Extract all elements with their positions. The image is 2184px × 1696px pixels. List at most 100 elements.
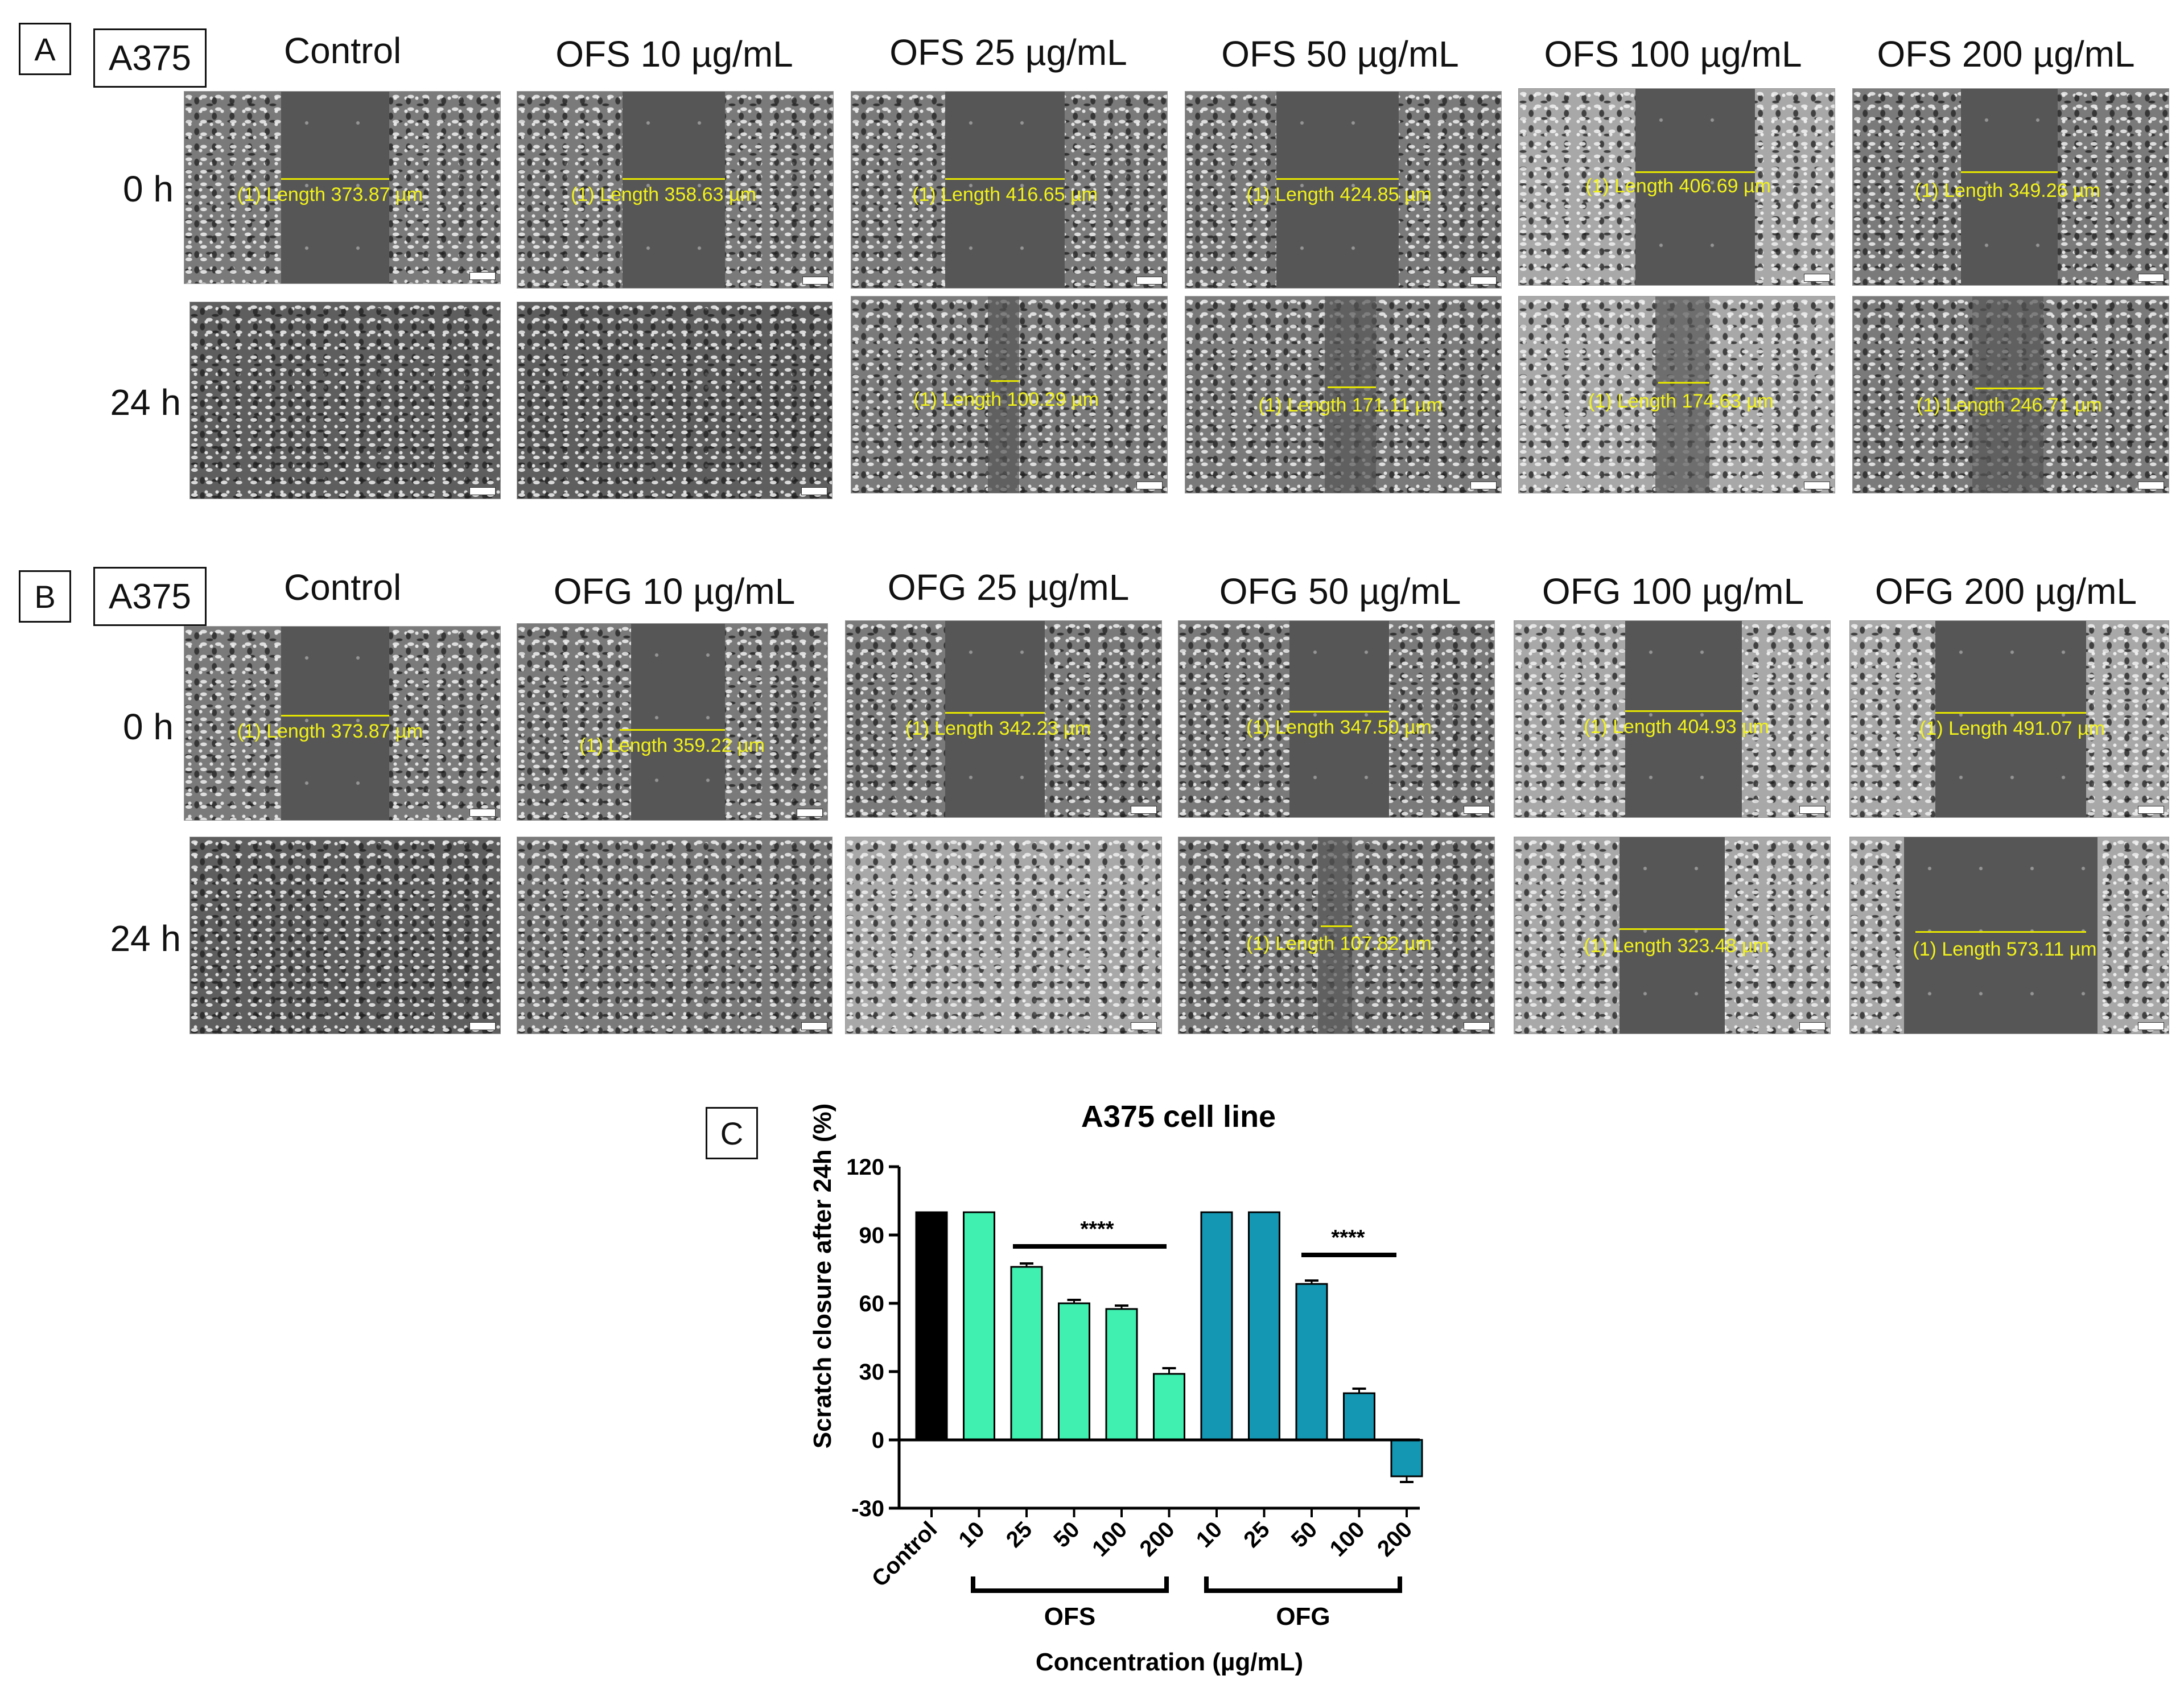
scale-bar <box>1470 277 1497 285</box>
x-tick-label: 200 <box>1373 1517 1417 1561</box>
panel-b-column-title: OFG 50 µg/mL <box>1219 571 1461 612</box>
scale-bar <box>1136 277 1163 285</box>
panel-b-row-label-24h: 24 h <box>110 918 181 959</box>
measurement-label: (1) Length 416.65 µm <box>912 184 1098 205</box>
bar-series <box>915 1211 1423 1483</box>
measurement-label: (1) Length 406.69 µm <box>1585 175 1771 197</box>
micrograph-b-0h-ofg200: (1) Length 491.07 µm <box>1849 620 2169 818</box>
bar <box>1105 1308 1138 1441</box>
scale-bar <box>1470 481 1497 489</box>
significance-stars-ofs: **** <box>1080 1217 1114 1241</box>
micrograph-b-24h-ofg200: (1) Length 573.11 µm <box>1849 837 2169 1034</box>
panel-b-column-title: OFG 25 µg/mL <box>887 567 1130 608</box>
measurement-label: (1) Length 491.07 µm <box>1919 718 2105 739</box>
measurement-label: (1) Length 424.85 µm <box>1246 184 1432 205</box>
measurement-label: (1) Length 323.48 µm <box>1584 935 1769 957</box>
panel-b-column-title: OFG 100 µg/mL <box>1542 571 1804 612</box>
scale-bar <box>2138 1022 2164 1030</box>
measurement-label: (1) Length 100.29 µm <box>913 389 1099 410</box>
panel-a-row-label-24h: 24 h <box>110 382 181 423</box>
panel-a-letter: A <box>19 23 71 75</box>
scale-bar <box>2138 806 2164 814</box>
micrograph-b-0h-control: (1) Length 373.87 µm <box>184 626 501 821</box>
measurement-label: (1) Length 171.11 µm <box>1258 394 1443 416</box>
panel-a-column-title: OFS 10 µg/mL <box>555 34 793 75</box>
measurement-label: (1) Length 347.50 µm <box>1246 717 1432 738</box>
micrograph-a-24h-ofs10 <box>517 302 833 499</box>
scale-bar <box>469 809 496 817</box>
micrograph-b-24h-ofg25 <box>845 837 1162 1034</box>
bar <box>1343 1392 1375 1441</box>
measurement-label: (1) Length 246.71 µm <box>1917 394 2102 416</box>
panel-c-letter: C <box>706 1107 758 1159</box>
micrograph-b-24h-ofg100: (1) Length 323.48 µm <box>1514 837 1831 1034</box>
significance-markers: **** **** <box>1013 1217 1396 1257</box>
x-tick-label: 10 <box>1192 1517 1227 1553</box>
micrograph-b-0h-ofg50: (1) Length 347.50 µm <box>1178 620 1495 818</box>
micrograph-b-24h-ofg10 <box>517 837 833 1034</box>
panel-b-row-label-0h: 0 h <box>123 706 174 747</box>
significance-stars-ofg: **** <box>1331 1226 1365 1250</box>
panel-b-column-title: OFG 200 µg/mL <box>1874 571 2137 612</box>
scale-bar <box>1136 481 1163 489</box>
scale-bar <box>2138 481 2164 489</box>
micrograph-b-0h-ofg25: (1) Length 342.23 µm <box>845 620 1162 818</box>
panel-a-column-title: Control <box>283 30 402 71</box>
y-tick-label: 120 <box>846 1155 884 1180</box>
panel-a-cell-line-label: A375 <box>93 28 207 88</box>
scale-bar <box>802 277 829 285</box>
panel-a-row-label-0h: 0 h <box>123 168 174 209</box>
measurement-label: (1) Length 107.82 µm <box>1246 933 1432 954</box>
scale-bar <box>1464 1022 1490 1030</box>
micrograph-a-24h-ofs100: (1) Length 174.63 µm <box>1518 296 1835 493</box>
scale-bar <box>1804 481 1830 489</box>
scale-bar <box>1799 806 1826 814</box>
chart-x-axis-label: Concentration (µg/mL) <box>1036 1648 1303 1676</box>
x-tick-label: 100 <box>1087 1517 1132 1561</box>
measurement-label: (1) Length 573.11 µm <box>1913 938 2097 960</box>
bar <box>963 1211 995 1441</box>
micrograph-b-24h-ofg50: (1) Length 107.82 µm <box>1178 837 1495 1034</box>
x-axis: Control 10 25 50 100 200 10 25 50 100 200 <box>867 1438 1420 1592</box>
chart-title: A375 cell line <box>1081 1100 1276 1134</box>
micrograph-a-0h-ofs100: (1) Length 406.69 µm <box>1518 88 1835 286</box>
scale-bar <box>1464 806 1490 814</box>
panel-a-column-title: OFS 100 µg/mL <box>1544 34 1802 75</box>
group-label-ofs: OFS <box>1044 1603 1095 1631</box>
bar <box>915 1211 948 1441</box>
y-tick-label: 60 <box>859 1291 885 1316</box>
x-tick-label: 25 <box>1239 1517 1275 1553</box>
micrograph-b-0h-ofg100: (1) Length 404.93 µm <box>1514 620 1831 818</box>
micrograph-a-0h-control: (1) Length 373.87 µm <box>184 91 501 284</box>
scale-bar <box>469 272 496 280</box>
scale-bar <box>797 809 823 817</box>
panel-a-column-title: OFS 200 µg/mL <box>1877 34 2135 75</box>
measurement-label: (1) Length 404.93 µm <box>1584 716 1769 738</box>
micrograph-a-24h-ofs25: (1) Length 100.29 µm <box>851 296 1168 493</box>
panel-a-column-title: OFS 50 µg/mL <box>1221 34 1459 75</box>
group-bracket-ofs <box>971 1576 1169 1593</box>
bar <box>1153 1373 1185 1441</box>
bar <box>1200 1211 1233 1441</box>
y-tick-label: 0 <box>872 1428 884 1453</box>
x-tick-label: 50 <box>1287 1517 1322 1553</box>
group-label-ofg: OFG <box>1276 1603 1330 1631</box>
measurement-label: (1) Length 349.26 µm <box>1915 180 2100 201</box>
bar <box>1058 1302 1090 1441</box>
chart-y-axis-label: Scratch closure after 24h (%) <box>809 1104 836 1448</box>
bar <box>1248 1211 1280 1441</box>
y-tick-label: 90 <box>859 1223 885 1248</box>
scale-bar <box>2138 274 2164 282</box>
x-tick-label: 100 <box>1325 1517 1370 1561</box>
x-tick-label: Control <box>867 1517 942 1592</box>
group-bracket-ofg <box>1204 1576 1402 1593</box>
micrograph-a-0h-ofs50: (1) Length 424.85 µm <box>1185 91 1502 289</box>
panel-a-column-title: OFS 25 µg/mL <box>889 32 1127 73</box>
bar <box>1010 1266 1043 1441</box>
measurement-label: (1) Length 373.87 µm <box>237 721 423 742</box>
scale-bar <box>1131 806 1157 814</box>
panel-b-letter: B <box>19 570 71 623</box>
bar <box>1390 1439 1423 1477</box>
scale-bar <box>469 487 496 495</box>
